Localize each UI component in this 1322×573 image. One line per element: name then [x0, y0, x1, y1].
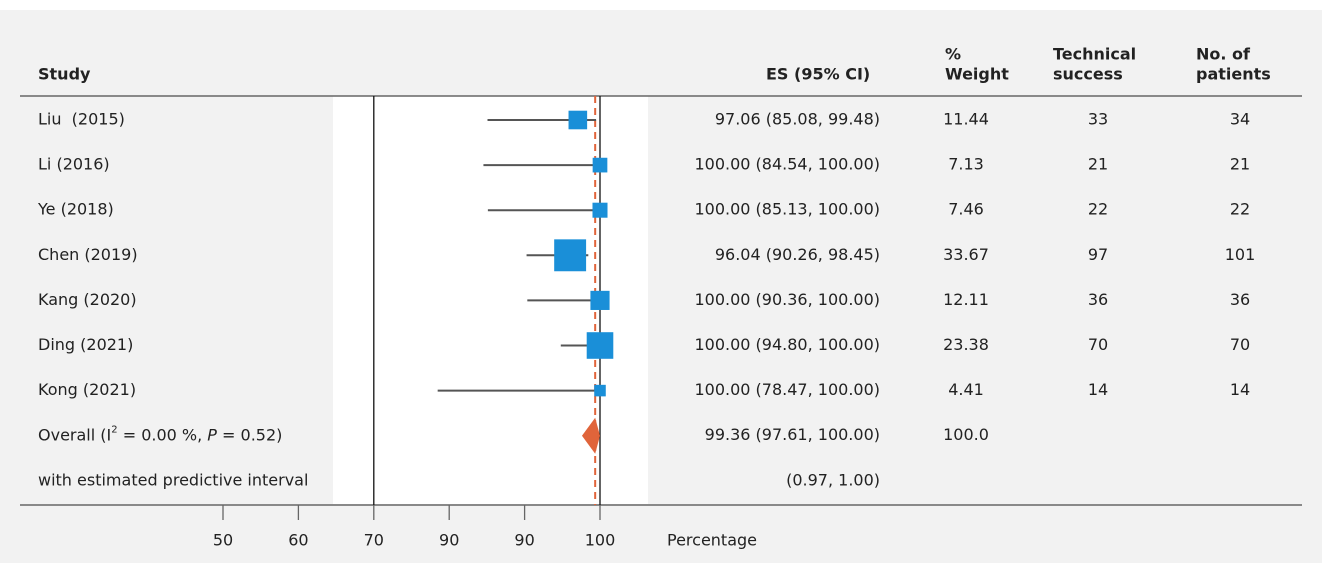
column-header: No. of [1196, 45, 1251, 64]
overall-label-part: 2 [111, 425, 117, 436]
weight-label: 12.11 [943, 290, 989, 309]
column-header: success [1053, 65, 1123, 84]
column-header: Technical [1053, 45, 1136, 64]
overall-label-part: = 0.52) [217, 425, 282, 444]
study-label: Kong (2021) [38, 380, 136, 399]
overall-es-label: 99.36 (97.61, 100.00) [705, 425, 880, 444]
weight-square [592, 202, 608, 218]
success-label: 33 [1088, 110, 1108, 129]
study-label: Chen (2019) [38, 245, 138, 264]
x-tick-label: 70 [364, 531, 384, 550]
overall-label-part: = 0.00 %, [118, 425, 208, 444]
prediction-interval-label: (0.97, 1.00) [786, 470, 880, 489]
overall-label: Overall (I2 = 0.00 %, P = 0.52) [38, 425, 282, 445]
study-label: Li (2016) [38, 155, 110, 174]
study-label: Liu (2015) [38, 110, 125, 129]
es-label: 100.00 (85.13, 100.00) [694, 200, 880, 219]
study-label: Ding (2021) [38, 335, 133, 354]
es-label: 96.04 (90.26, 98.45) [715, 245, 880, 264]
es-label: 100.00 (90.36, 100.00) [694, 290, 880, 309]
success-label: 97 [1088, 245, 1108, 264]
x-tick-label: 90 [439, 531, 459, 550]
weight-label: 23.38 [943, 335, 989, 354]
weight-square [590, 290, 610, 310]
column-header: patients [1196, 65, 1271, 84]
x-tick-label: 90 [514, 531, 534, 550]
x-tick-label: 60 [288, 531, 308, 550]
weight-square [554, 239, 587, 272]
overall-diamond [581, 417, 600, 454]
weight-label: 7.13 [948, 155, 984, 174]
success-label: 22 [1088, 200, 1108, 219]
es-label: 100.00 (84.54, 100.00) [694, 155, 880, 174]
patients-label: 34 [1230, 110, 1250, 129]
weight-label: 11.44 [943, 110, 989, 129]
patients-label: 36 [1230, 290, 1250, 309]
x-tick-label: 100 [585, 531, 616, 550]
patients-label: 21 [1230, 155, 1250, 174]
success-label: 21 [1088, 155, 1108, 174]
study-label: Ye (2018) [37, 200, 114, 219]
es-label: 100.00 (78.47, 100.00) [694, 380, 880, 399]
panel [0, 10, 1322, 563]
overall-weight-label: 100.0 [943, 425, 989, 444]
weight-square [586, 332, 614, 359]
column-header: % [945, 45, 961, 64]
prediction-label: with estimated predictive interval [38, 470, 308, 489]
patients-label: 70 [1230, 335, 1250, 354]
column-header: ES (95% CI) [766, 65, 870, 84]
weight-square [592, 157, 608, 173]
column-header: Study [38, 65, 91, 84]
overall-label-part: P [207, 425, 217, 444]
success-label: 36 [1088, 290, 1108, 309]
x-tick-label: 50 [213, 531, 233, 550]
overall-label-part: Overall (I [38, 425, 111, 444]
weight-square [568, 110, 588, 130]
es-label: 97.06 (85.08, 99.48) [715, 110, 880, 129]
x-axis-label: Percentage [667, 531, 757, 550]
weight-square [594, 384, 606, 397]
weight-label: 7.46 [948, 200, 984, 219]
success-label: 70 [1088, 335, 1108, 354]
weight-label: 33.67 [943, 245, 989, 264]
es-label: 100.00 (94.80, 100.00) [694, 335, 880, 354]
column-header: Weight [945, 65, 1009, 84]
patients-label: 14 [1230, 380, 1250, 399]
success-label: 14 [1088, 380, 1108, 399]
patients-label: 22 [1230, 200, 1250, 219]
patients-label: 101 [1225, 245, 1256, 264]
weight-label: 4.41 [948, 380, 984, 399]
study-label: Kang (2020) [38, 290, 137, 309]
